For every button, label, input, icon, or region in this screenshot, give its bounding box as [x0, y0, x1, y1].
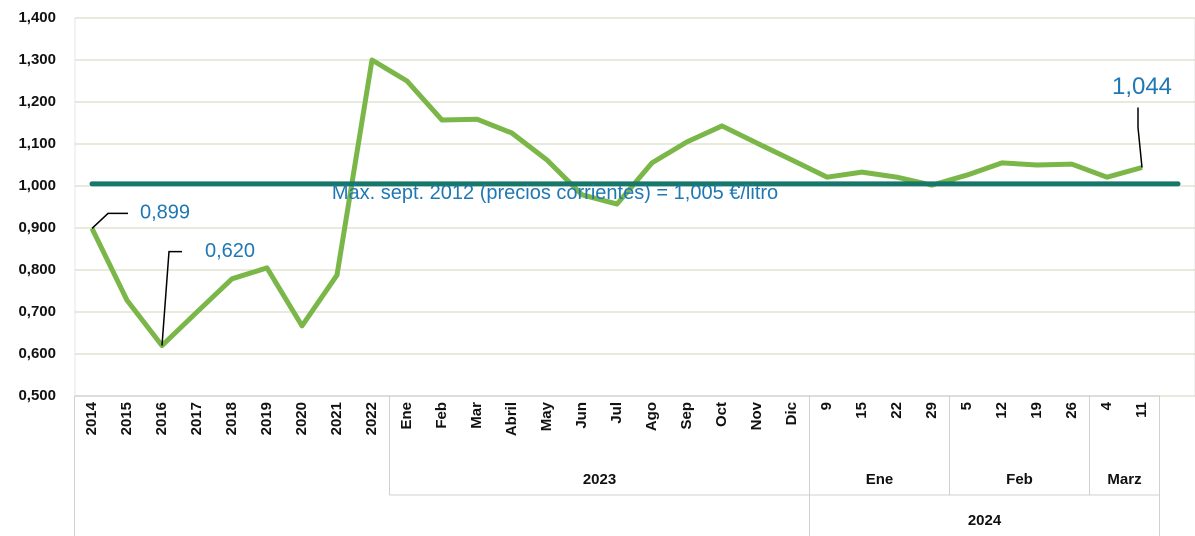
data-label: 0,620 [205, 240, 255, 262]
y-tick-label: 0,900 [18, 219, 56, 236]
x-tick-label: 2015 [118, 402, 135, 435]
x-tick-label: 22 [888, 402, 905, 419]
y-tick-label: 0,700 [18, 303, 56, 320]
x-tick-label: Ago [643, 402, 660, 431]
x-tick-label: Mar [468, 402, 485, 429]
x-tick-label: 2017 [188, 402, 205, 435]
reference-label: Máx. sept. 2012 (precios corrientes) = 1… [332, 182, 778, 204]
x-tick-label: 9 [818, 402, 835, 410]
x-tick-label: 2016 [153, 402, 170, 435]
x-tick-label: Oct [713, 402, 730, 427]
leader-line [1137, 107, 1143, 168]
group-label: Feb [1006, 471, 1033, 488]
group-label: 2024 [968, 512, 1002, 529]
x-tick-label: 2019 [258, 402, 275, 435]
x-tick-label: 4 [1098, 401, 1115, 410]
x-tick-label: 15 [853, 402, 870, 419]
x-tick-label: Jul [608, 402, 625, 424]
x-tick-label: 12 [993, 402, 1010, 419]
x-tick-label: Ene [398, 402, 415, 430]
x-tick-label: 2022 [363, 402, 380, 435]
y-tick-label: 1,000 [18, 177, 56, 194]
y-tick-label: 1,400 [18, 9, 56, 26]
x-tick-label: Abril [503, 402, 520, 436]
series-line [89, 57, 1143, 349]
data-label: 0,899 [140, 202, 190, 224]
y-tick-label: 0,500 [18, 387, 56, 404]
x-tick-label: 29 [923, 402, 940, 419]
y-tick-label: 0,600 [18, 345, 56, 362]
x-tick-label: Dic [783, 402, 800, 425]
x-tick-label: 2020 [293, 402, 310, 435]
y-tick-label: 1,300 [18, 51, 56, 68]
group-label: Marz [1107, 471, 1141, 488]
y-tick-label: 1,100 [18, 135, 56, 152]
leader-line [161, 250, 182, 346]
x-tick-label: 19 [1028, 402, 1045, 419]
x-tick-label: Nov [748, 401, 765, 430]
x-tick-label: Feb [433, 402, 450, 429]
plot-area [74, 17, 1195, 397]
x-tick-label: 2021 [328, 402, 345, 435]
x-tick-label: Jun [573, 402, 590, 429]
x-tick-label: 2018 [223, 402, 240, 435]
group-label: 2023 [583, 471, 616, 488]
x-tick-label: 5 [958, 402, 975, 410]
x-tick-label: 11 [1133, 402, 1150, 418]
data-label: 1,044 [1112, 73, 1172, 100]
x-tick-label: 26 [1063, 402, 1080, 419]
y-tick-label: 0,800 [18, 261, 56, 278]
x-tick-label: 2014 [83, 401, 100, 435]
x-tick-label: May [538, 401, 555, 431]
y-tick-label: 1,200 [18, 93, 56, 110]
leader-line [91, 212, 128, 229]
x-tick-label: Sep [678, 402, 695, 430]
group-label: Ene [866, 471, 894, 488]
